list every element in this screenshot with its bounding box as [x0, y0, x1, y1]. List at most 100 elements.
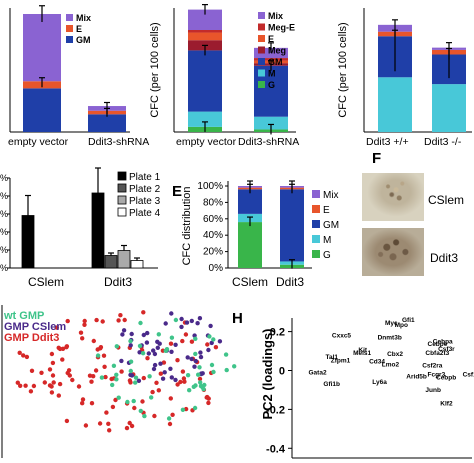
panel-d-ticklabel-1: % [0, 245, 8, 255]
panel-g-point-1-12 [162, 370, 167, 375]
panel-g-point-0-90 [91, 374, 96, 379]
panel-g-point-2-13 [138, 408, 143, 414]
panel-c-bar-1-M [432, 84, 466, 132]
panel-c-cat-0: Ddit3 +/+ [366, 136, 409, 148]
panel-g-point-1-29 [152, 351, 158, 357]
panel-g-point-2-2 [138, 320, 143, 326]
panel-b-legend-swatch-0 [258, 12, 265, 19]
panel-e-ylabel: CFC distribution [181, 187, 193, 266]
panel-d-legend-swatch-1 [117, 183, 127, 193]
panel-b-legend-swatch-6 [258, 81, 265, 88]
panel-g-point-1-50 [195, 321, 200, 326]
panel-h-ticklabel-2: 0 [279, 366, 285, 378]
panel-g-point-1-28 [119, 358, 124, 364]
panel-g-point-2-16 [125, 399, 130, 405]
panel-e-ticklabel-2: 40% [203, 230, 223, 241]
panel-b-cat-0: empty vector [176, 136, 237, 148]
panel-g-point-0-12 [168, 396, 173, 401]
panel-g-point-2-23 [173, 317, 179, 323]
panel-g-point-2-8 [198, 380, 203, 385]
panel-b-bar-0-GM [188, 50, 222, 112]
panel-g-point-2-17 [128, 368, 133, 374]
panel-d-ticklabel-3: % [0, 209, 8, 219]
panel-e-legend-swatch-0 [312, 190, 320, 198]
panel-g-point-1-6 [208, 323, 213, 329]
panel-g-point-2-44 [202, 382, 207, 388]
panel-g-point-1-9 [189, 356, 194, 362]
panel-g-point-1-39 [144, 340, 150, 345]
panel-g-point-2-7 [95, 353, 101, 358]
panel-h-ticklabel-3: 0.2 [270, 327, 285, 339]
panel-g-point-0-47 [206, 400, 211, 406]
panel-g-point-2-3 [197, 365, 202, 370]
micrograph-cslem [362, 173, 424, 221]
panel-g-point-2-20 [99, 375, 105, 380]
panel-g-point-0-87 [141, 310, 146, 315]
panel-d-legend-swatch-2 [117, 195, 127, 205]
panel-g-point-1-23 [128, 343, 133, 348]
panel-g-point-1-21 [192, 364, 197, 369]
panel-h-gene-11: Cbx2 [387, 351, 403, 358]
panel-e-ticklabel-1: 20% [203, 247, 223, 258]
panel-g-point-1-40 [129, 331, 134, 337]
panel-g-point-0-22 [124, 425, 130, 431]
panel-g-point-2-34 [164, 347, 170, 352]
panel-g-point-1-3 [152, 362, 158, 368]
panel-g-point-0-0 [39, 370, 44, 375]
panel-f-label: F [372, 150, 381, 167]
panel-g-point-0-92 [80, 336, 85, 341]
panel-a-bar-0-Mix [23, 14, 61, 82]
panel-g-point-0-49 [56, 345, 61, 350]
panel-b-bar-0-M [188, 111, 222, 127]
panel-b-legend-swatch-5 [258, 69, 265, 77]
panel-b-legend-label-3: Meg [268, 46, 286, 56]
panel-g-point-0-33 [51, 380, 56, 385]
panel-g-point-2-37 [149, 395, 154, 400]
panel-c-cat-1: Ddit3 -/- [424, 136, 462, 148]
panel-g-point-1-31 [168, 366, 173, 371]
panel-g-point-0-56 [127, 378, 133, 383]
panel-d-legend-swatch-3 [117, 207, 127, 217]
panel-g-point-0-16 [167, 421, 173, 427]
panel-g-point-2-30 [211, 369, 216, 375]
panel-g-point-0-107 [64, 345, 69, 350]
panel-g-point-2-43 [131, 398, 136, 404]
panel-g-point-1-4 [163, 321, 168, 326]
panel-g-point-0-54 [65, 318, 70, 324]
panel-e-ticklabel-0: 0% [209, 263, 224, 274]
panel-h-gene-0: Gfi1 [402, 317, 415, 324]
panel-a-legend-swatch-0 [66, 14, 73, 21]
panel-g-point-0-20 [80, 397, 86, 402]
panel-h-gene-1: Myc [385, 320, 398, 327]
panel-g-point-0-118 [76, 384, 82, 389]
panel-g-point-0-18 [60, 357, 65, 362]
panel-h-gene-17: Gata2 [309, 369, 327, 376]
panel-g-point-1-52 [198, 350, 203, 355]
panel-g-point-0-80 [50, 360, 56, 366]
panel-a-legend-label-1: E [76, 24, 82, 34]
panel-h-gene-16: Csf2ra [422, 363, 443, 370]
panel-d-bar-1-3 [130, 260, 144, 269]
panel-c-chart: CFC (per 100 cells) Ddit3 +/+ Ddit3 -/- [337, 8, 472, 148]
panel-h-label: H [232, 310, 243, 327]
panel-g-point-0-72 [100, 319, 105, 324]
panel-g-point-1-53 [157, 341, 162, 346]
panel-h-gene-2: Mpo [395, 322, 408, 329]
panel-b-legend-label-4: GM [268, 57, 283, 67]
panel-b-legend-swatch-2 [258, 35, 265, 42]
panel-g-point-2-40 [116, 395, 121, 400]
panel-g-point-1-26 [129, 373, 135, 378]
panel-g-point-0-78 [57, 381, 63, 387]
panel-g-point-0-95 [183, 332, 189, 337]
panel-h-gene-25: Klf2 [440, 401, 453, 408]
panel-h-gene-20: Arid5b [406, 373, 427, 380]
panel-a-bar-0-GM [23, 88, 61, 132]
panel-e-legend-label-4: G [323, 250, 331, 261]
panel-g-point-1-22 [189, 318, 194, 324]
panel-d-bar-0-0 [21, 215, 35, 269]
panel-g-point-1-34 [184, 320, 190, 325]
